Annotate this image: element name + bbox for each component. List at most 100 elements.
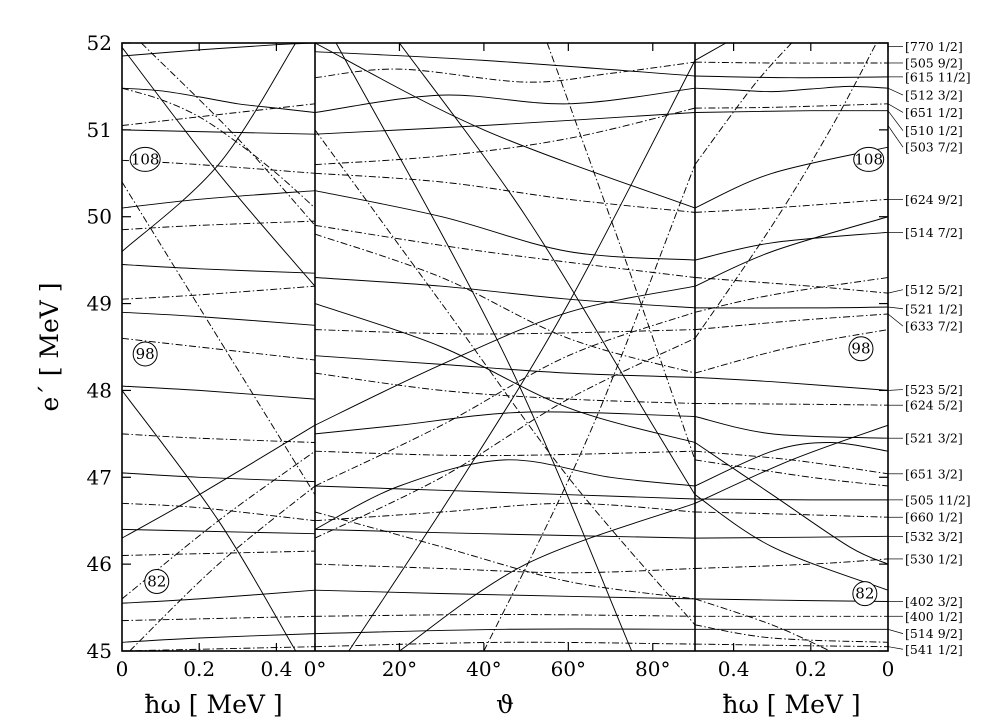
y-tick-label: 47	[87, 465, 112, 489]
level-curves	[122, 43, 888, 651]
level-curve-14-right	[694, 498, 888, 501]
x-tick-label-middle: 40°	[466, 657, 501, 681]
level-curve-15-right	[694, 511, 888, 518]
level-curve-1-middle	[314, 61, 696, 83]
level-label: [505 11/2]	[905, 492, 971, 507]
x-axis-title-middle: ϑ	[496, 690, 514, 719]
level-leader-line	[887, 289, 904, 294]
magic-number-circle	[129, 146, 161, 172]
level-curve-2-left	[122, 43, 316, 57]
level-label: [505 9/2]	[905, 55, 963, 70]
level-curve-25-left	[122, 181, 316, 495]
level-label: [624 5/2]	[905, 398, 963, 413]
level-curve-31-right	[694, 43, 792, 165]
level-curve-10-right	[694, 376, 888, 391]
level-curve-7-middle	[314, 224, 696, 278]
x-tick-label-middle: 0°	[304, 657, 327, 681]
level-curve-35-right	[694, 459, 888, 487]
level-curve-20-middle	[314, 628, 696, 635]
level-curve-29-middle	[314, 233, 696, 374]
level-curve-19-left	[122, 615, 316, 622]
level-curve-8-left	[122, 264, 316, 274]
level-label: [651 1/2]	[905, 105, 963, 120]
level-leader-line	[887, 103, 904, 113]
level-label: [615 11/2]	[905, 69, 971, 84]
level-curve-21-right	[694, 643, 888, 648]
level-curve-9-right	[694, 313, 888, 331]
level-leader-line	[887, 306, 904, 310]
level-curve-36-right	[694, 442, 888, 487]
level-label: [514 7/2]	[905, 225, 963, 240]
x-tick-label-middle: 60°	[551, 657, 586, 681]
magic-number-circle	[848, 336, 874, 362]
level-curve-4-middle	[314, 112, 696, 135]
level-curve-1-right	[694, 61, 888, 64]
level-curve-30-right	[694, 43, 727, 61]
level-label: [400 1/2]	[905, 609, 963, 624]
level-leader-line	[887, 87, 904, 96]
x-axis-title-left: ħω [ MeV ]	[144, 690, 282, 719]
level-curve-22-middle	[314, 285, 696, 426]
level-leader-line	[887, 110, 904, 131]
level-curve-3-middle	[314, 107, 696, 166]
level-curve-24-middle	[314, 303, 696, 443]
level-curve-6-middle	[314, 190, 696, 261]
level-curve-0-middle	[314, 87, 696, 113]
level-curve-16-middle	[314, 528, 696, 539]
level-curve-26-right	[694, 424, 888, 504]
level-curve-28-left	[122, 43, 297, 252]
y-tick-label: 49	[87, 292, 112, 316]
magic-number-label: 108	[131, 150, 160, 168]
level-curve-5-middle	[314, 172, 696, 213]
level-curve-21-middle	[314, 641, 696, 648]
level-label: [633 7/2]	[905, 319, 963, 334]
level-curve-3-left	[122, 103, 316, 126]
level-curve-11-middle	[314, 372, 696, 404]
magic-number-markers: 108 98 82 108 98 82	[129, 146, 885, 607]
magic-number-circle	[144, 569, 170, 595]
magic-number-label: 98	[851, 340, 870, 358]
axis-ticks: 45 46 47 48 49 50 51 52 0 0.2 0.4 0° 20° 40° 60° 80° 0.4…	[87, 31, 895, 681]
magic-number-circle	[853, 146, 885, 172]
level-curve-10-left	[122, 311, 316, 326]
level-curve-10-middle	[314, 355, 696, 378]
level-label: [523 5/2]	[905, 382, 963, 397]
level-curve-22-left	[122, 424, 316, 539]
y-tick-label: 51	[87, 118, 112, 142]
level-label: [510 1/2]	[905, 123, 963, 138]
x-tick-label-left: 0	[116, 657, 129, 681]
x-tick-label-left: 0.4	[260, 657, 292, 681]
level-curve-27-left	[129, 485, 316, 651]
level-curve-8-middle	[314, 277, 696, 309]
magic-number-label: 82	[147, 573, 166, 591]
x-tick-label-left: 0.2	[183, 657, 215, 681]
level-curve-1-left	[122, 87, 316, 209]
level-curve-6-right	[694, 231, 888, 261]
level-curve-22-right	[694, 216, 888, 287]
level-curve-12-right	[694, 416, 888, 439]
plot-frame	[121, 42, 889, 652]
level-curve-15-left	[122, 502, 316, 522]
level-curve-26-middle	[399, 502, 696, 651]
level-curve-23-middle	[314, 337, 696, 539]
y-axis-title: e´ [ MeV ]	[35, 282, 64, 411]
level-label: [521 3/2]	[905, 431, 963, 446]
y-tick-label: 52	[87, 31, 112, 55]
level-curve-34-middle	[335, 43, 633, 651]
level-curve-3-right	[694, 103, 888, 109]
level-curve-29-right	[694, 329, 888, 374]
level-curve-6-left	[122, 190, 316, 209]
magic-number-circle	[132, 341, 158, 367]
level-curve-12-left	[122, 385, 316, 400]
level-curve-23-right	[694, 43, 877, 339]
level-curve-33-middle	[314, 129, 696, 626]
level-curve-17-left	[122, 550, 316, 556]
level-leader-line	[887, 313, 904, 327]
level-curve-28-middle	[314, 43, 696, 209]
level-leader-line	[887, 646, 904, 650]
panel-frames	[121, 42, 889, 652]
y-tick-label: 45	[87, 639, 112, 663]
level-label: [530 1/2]	[905, 551, 963, 566]
level-curve-26-left	[122, 390, 297, 651]
